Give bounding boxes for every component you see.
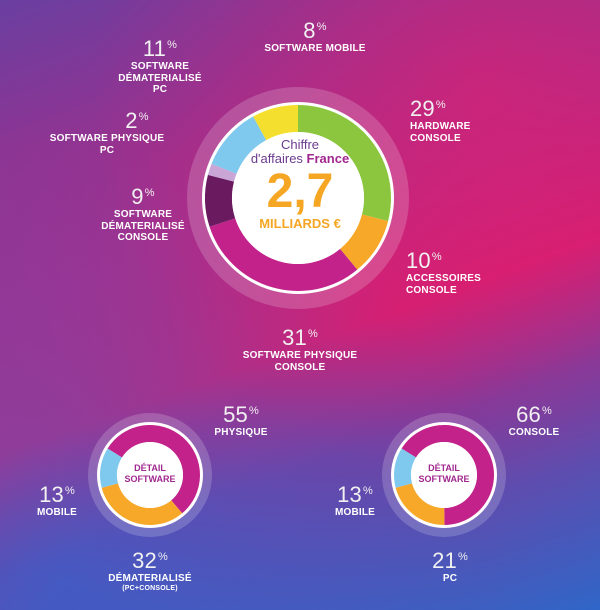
label-software-dematerialise-pc: 11% SOFTWARE DÉMATERIALISÉ PC [118,36,202,96]
small-donut-1-hole [117,442,183,508]
label-mobile-1: 13% MOBILE [36,482,78,519]
small-center-1-line1: DÉTAIL [134,463,166,473]
center-unit: MILLIARDS € [259,215,341,231]
pct-physique: 55 [223,402,248,427]
label-pc: 21% PC [432,548,468,585]
center-line2: d'affaires [250,151,307,167]
label-software-physique-console: 31% SOFTWARE PHYSIQUE CONSOLE [242,325,358,373]
slice-software-physique-console [209,218,358,291]
slice-pc [395,483,445,525]
small-center-label-1: DÉTAIL SOFTWARE [110,463,190,485]
name-software-mobile: SOFTWARE MOBILE [264,43,366,55]
slice-accessoires-console [340,214,389,270]
pct-mobile-1: 13 [39,482,64,507]
slice-software-physique-pc [207,163,237,182]
label-software-mobile: 8% SOFTWARE MOBILE [250,18,380,55]
label-hardware-console: 29% HARDWARE CONSOLE [410,96,471,144]
pct-hardware-console: 29 [410,96,435,121]
pct-software-mobile: 8 [303,18,316,43]
small-center-1-line2: SOFTWARE [124,473,176,484]
pct-software-dematerialise-console: 9 [131,184,144,209]
slice-software-dematerialise-console [205,174,236,227]
slice-console [401,424,494,525]
small-center-2-line1: DÉTAIL [428,463,460,473]
label-dematerialise: 32% DÉMATERIALISÉ (PC+CONSOLE) [108,548,192,592]
label-console: 66% CONSOLE [508,402,560,439]
pct-console: 66 [516,402,541,427]
pct-accessoires-console: 10 [406,248,431,273]
software-platform-donut-chart [382,413,506,537]
main-donut-hole [232,132,364,264]
label-physique: 55% PHYSIQUE [214,402,268,439]
slice-mobile [394,448,417,488]
software-type-donut-chart [88,413,212,537]
slice-software-mobile [253,105,298,141]
main-center-label: Chiffre d'affaires France 2,7 MILLIARDS … [235,137,365,231]
center-line1: Chiffre [280,137,320,152]
slice-physique [107,425,200,514]
pct-software-physique-console: 31 [282,325,307,350]
slice-dematerialise [101,483,183,525]
pct-mobile-2: 13 [337,482,362,507]
label-accessoires-console: 10% ACCESSOIRES CONSOLE [406,248,481,296]
pct-software-physique-pc: 2 [125,108,138,133]
main-donut-chart [187,87,409,309]
label-software-dematerialise-console: 9% SOFTWARE DÉMATERIALISÉ CONSOLE [101,184,185,244]
slice-mobile [99,448,123,488]
slice-software-dematerialise-pc [211,116,267,174]
center-value: 2,7 [266,164,334,218]
small-center-label-2: DÉTAIL SOFTWARE [404,463,484,485]
center-line2-bold: France [306,151,350,167]
pct-pc: 21 [432,548,457,573]
pct-software-dematerialise-pc: 11 [142,36,167,61]
label-mobile-2: 13% MOBILE [334,482,376,519]
label-software-physique-pc: 2% SOFTWARE PHYSIQUE PC [49,108,165,156]
small-donut-2-hole [411,442,477,508]
small-center-2-line2: SOFTWARE [418,473,470,484]
slice-hardware-console [298,105,392,222]
pct-dematerialise: 32 [132,548,157,573]
